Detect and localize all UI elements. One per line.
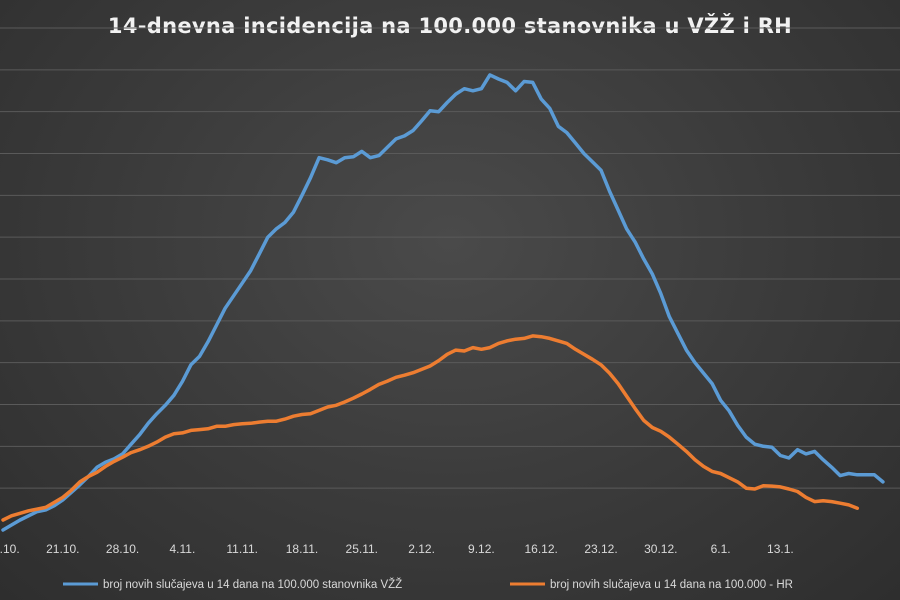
x-axis-tick-labels: 14.10. 21.10. 28.10. 4.11. 11.11. 18.11. 25.11… (0, 542, 794, 556)
x-tick-label: 4.11. (169, 542, 195, 556)
x-tick-label: 21.10. (46, 542, 79, 556)
x-tick-label: 11.11. (226, 542, 258, 556)
x-tick-label: 6.1. (711, 542, 731, 556)
series-lines (1, 73, 885, 532)
x-tick-label: 28.10. (106, 542, 139, 556)
x-tick-label: 14.10. (0, 542, 20, 556)
series-line-hr (1, 334, 860, 522)
x-tick-label: 2.12. (408, 542, 435, 556)
x-tick-label: 25.11. (346, 542, 378, 556)
x-tick-label: 13.1. (767, 542, 794, 556)
x-tick-label: 18.11. (286, 542, 318, 556)
x-tick-label: 16.12. (525, 542, 558, 556)
x-tick-label: 9.12. (468, 542, 495, 556)
x-tick-label: 23.12. (584, 542, 617, 556)
legend: broj novih slučajeva u 14 dana na 100.00… (63, 578, 793, 591)
chart-title: 14-dnevna incidencija na 100.000 stanovn… (107, 14, 793, 38)
x-tick-label: 30.12. (644, 542, 677, 556)
legend-label-hr: broj novih slučajeva u 14 dana na 100.00… (550, 579, 793, 591)
legend-label-vzz: broj novih slučajeva u 14 dana na 100.00… (103, 578, 402, 591)
series-line-vzz (1, 73, 885, 532)
gridlines (0, 27, 900, 489)
